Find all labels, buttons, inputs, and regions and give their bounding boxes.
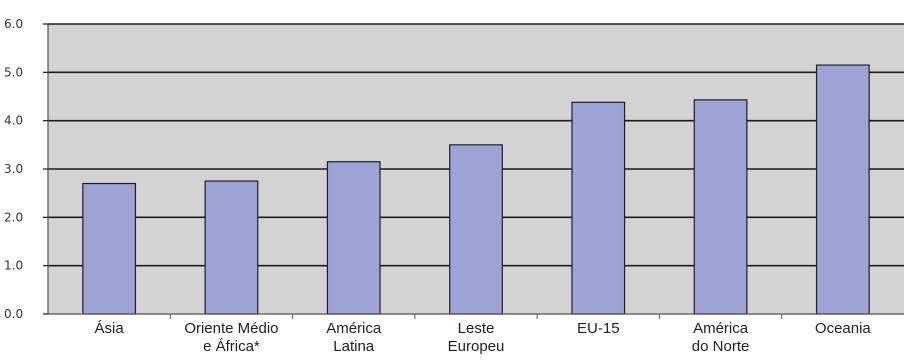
bar bbox=[815, 64, 870, 315]
x-tick-label: América bbox=[326, 320, 382, 337]
y-tick-label: 3.0 bbox=[4, 162, 23, 176]
y-tick-label: 5.0 bbox=[4, 65, 23, 79]
bars bbox=[82, 64, 870, 315]
bar bbox=[204, 180, 259, 315]
y-tick-label: 1.0 bbox=[4, 259, 23, 273]
bar bbox=[82, 182, 137, 315]
bar bbox=[693, 99, 748, 315]
bar bbox=[326, 161, 381, 315]
x-tick-label: Leste bbox=[458, 320, 495, 337]
y-axis-tick-labels: 0.0 1.0 2.0 3.0 4.0 5.0 6.0 bbox=[4, 17, 48, 321]
x-tick-label: e África* bbox=[203, 338, 260, 355]
bar bbox=[571, 101, 626, 315]
x-tick-label: Oriente Médio bbox=[184, 320, 278, 337]
x-tick-label: Latina bbox=[333, 338, 375, 355]
x-tick-label: do Norte bbox=[692, 338, 750, 355]
y-tick-label: 0.0 bbox=[4, 307, 23, 321]
y-tick-label: 4.0 bbox=[4, 114, 23, 128]
x-tick-label: Oceania bbox=[815, 320, 872, 337]
bar bbox=[449, 144, 503, 315]
y-tick-label: 2.0 bbox=[4, 210, 23, 224]
y-tick-label: 6.0 bbox=[4, 17, 23, 31]
x-tick-label: EU-15 bbox=[577, 320, 620, 337]
x-tick-label: América bbox=[693, 320, 749, 337]
x-tick-label: Europeu bbox=[448, 338, 505, 355]
x-tick-label: Ásia bbox=[95, 320, 125, 337]
